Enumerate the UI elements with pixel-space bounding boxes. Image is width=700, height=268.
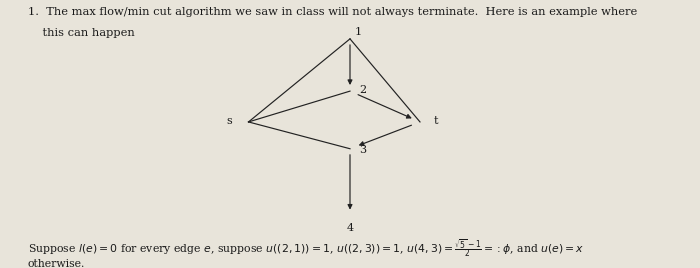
Text: 4: 4 xyxy=(346,223,354,233)
Text: 3: 3 xyxy=(359,145,366,155)
Text: otherwise.: otherwise. xyxy=(28,259,85,268)
Text: 2: 2 xyxy=(359,85,366,95)
Text: 1.  The max flow/min cut algorithm we saw in class will not always terminate.  H: 1. The max flow/min cut algorithm we saw… xyxy=(28,7,637,17)
Text: Suppose $l(e) = 0$ for every edge $e$, suppose $u((2,1)) = 1$, $u((2,3)) = 1$, $: Suppose $l(e) = 0$ for every edge $e$, s… xyxy=(28,237,584,259)
Text: s: s xyxy=(226,116,232,126)
Text: t: t xyxy=(433,116,438,126)
Text: this can happen: this can happen xyxy=(28,28,134,38)
Text: 1: 1 xyxy=(355,27,362,37)
